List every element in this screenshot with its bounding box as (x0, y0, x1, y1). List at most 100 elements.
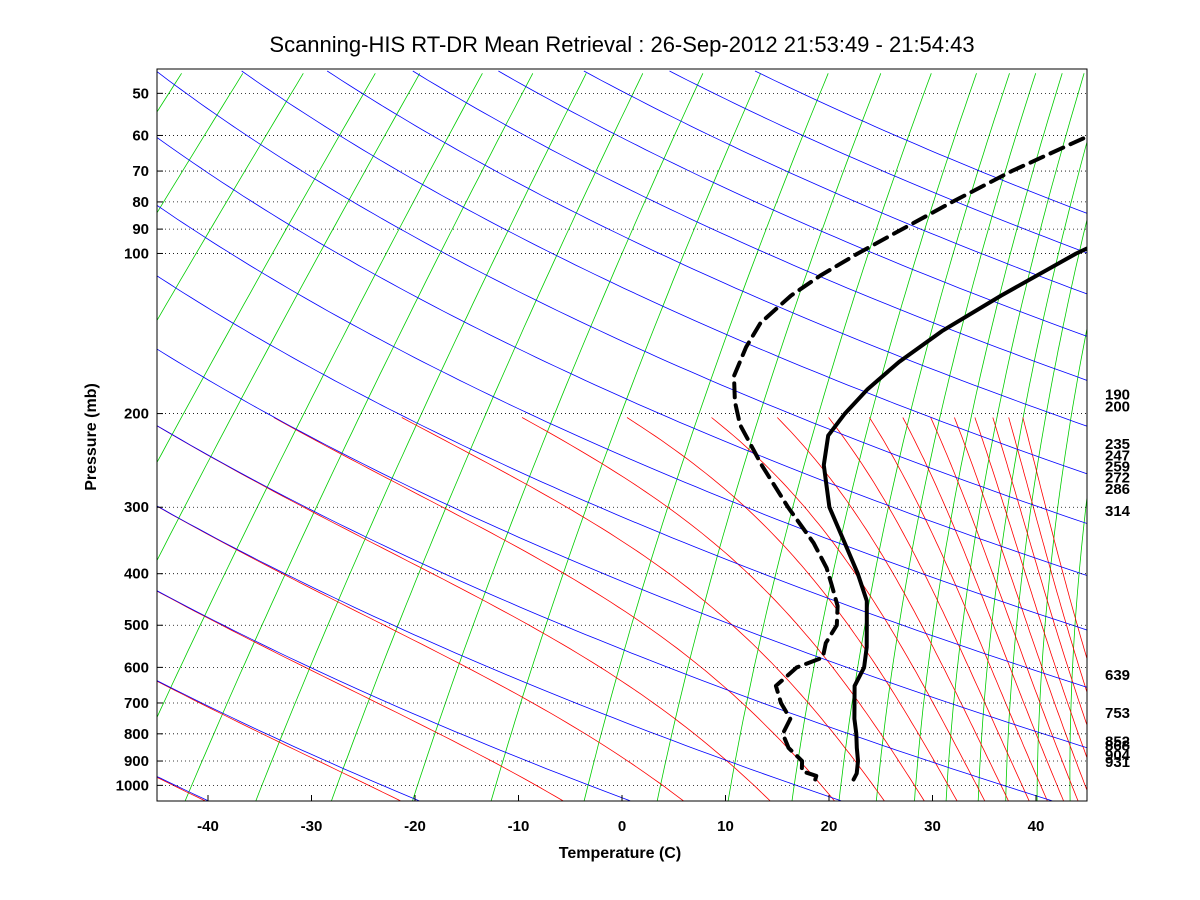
y-axis-label: Pressure (mb) (83, 383, 100, 491)
dry-adiabat-line (669, 70, 1087, 254)
mixing-ratio-line (490, 73, 761, 801)
x-tick-label: 40 (1028, 818, 1045, 835)
plot-area (0, 70, 1087, 801)
dry-adiabat-line (583, 70, 1087, 295)
y-tick-label: 80 (132, 194, 149, 211)
moist-adiabat-line (626, 417, 958, 801)
dry-adiabat-line (754, 70, 1087, 214)
mixing-ratio-line (184, 73, 534, 801)
mixing-ratio-line (1036, 326, 1087, 801)
dry-adiabat-line (412, 70, 1087, 381)
right-level-label: 247 (1105, 447, 1130, 464)
mixing-ratio-lines (0, 73, 1087, 801)
right-level-label: 904 (1105, 747, 1131, 764)
y-tick-label: 200 (124, 406, 149, 423)
moist-adiabat-line (930, 417, 1079, 801)
x-tick-label: 30 (924, 818, 941, 835)
right-level-label: 200 (1105, 399, 1130, 416)
y-tick-label: 70 (132, 163, 149, 180)
moist-adiabat-line (401, 417, 885, 801)
mixing-ratio-line (1005, 217, 1087, 801)
mixing-ratio-line (875, 73, 1037, 801)
mixing-ratio-line (656, 73, 882, 801)
x-tick-label: 10 (717, 818, 734, 835)
right-level-label: 286 (1105, 481, 1130, 498)
temperature-profile-line (821, 246, 1087, 782)
dry-adiabat-line (157, 425, 1053, 801)
moist-adiabat-line (902, 417, 1064, 801)
moist-adiabat-line (157, 425, 771, 801)
x-tick-label: -10 (508, 818, 530, 835)
x-tick-label: -30 (301, 818, 323, 835)
y-tick-label: 50 (132, 85, 149, 102)
right-level-label: 235 (1105, 436, 1130, 453)
mixing-ratio-line (0, 73, 130, 801)
moist-adiabat-lines (157, 417, 1087, 801)
right-level-label: 272 (1105, 470, 1130, 487)
dry-adiabat-line (157, 680, 420, 801)
dry-adiabat-line (157, 204, 1087, 631)
y-tick-label: 900 (124, 753, 149, 770)
right-level-label: 753 (1105, 705, 1130, 722)
mixing-ratio-line (157, 73, 376, 464)
moist-adiabat-line (992, 417, 1087, 727)
plot-frame (156, 68, 1088, 802)
mixing-ratio-line (157, 73, 421, 562)
dry-adiabat-line (157, 137, 1087, 576)
x-tick-label: -20 (404, 818, 426, 835)
mixing-ratio-line (977, 140, 1087, 801)
right-level-label: 639 (1105, 667, 1130, 684)
y-tick-label: 100 (124, 245, 149, 262)
right-level-label: 314 (1105, 503, 1131, 520)
profile-series (732, 134, 1087, 782)
moist-adiabat-line (711, 417, 986, 801)
dry-adiabat-line (498, 70, 1087, 337)
right-level-label: 931 (1105, 754, 1130, 771)
x-tick-label: 20 (821, 818, 838, 835)
y-tick-label: 400 (124, 566, 149, 583)
dry-adiabat-line (157, 590, 631, 801)
dewpoint-profile-line (732, 134, 1087, 782)
pressure-gridlines (157, 92, 1087, 786)
dry-adiabat-line (157, 505, 842, 801)
mixing-ratio-line (157, 73, 304, 322)
moist-adiabat-line (828, 417, 1030, 801)
mixing-ratio-line (157, 73, 244, 214)
x-tick-label: 0 (618, 818, 626, 835)
moist-adiabat-line (954, 417, 1087, 792)
dry-adiabat-lines (157, 70, 1087, 801)
x-axis-ticks: -40 -30 -20 -10 0 10 20 30 40 (197, 795, 1044, 835)
mixing-ratio-line (157, 73, 483, 719)
moist-adiabat-line (157, 680, 401, 801)
dry-adiabat-line (157, 71, 1087, 524)
moist-adiabat-line (1008, 417, 1087, 694)
y-tick-label: 90 (132, 221, 149, 238)
right-level-label: 190 (1105, 387, 1130, 404)
mixing-ratio-line (412, 73, 704, 801)
right-level-label: 259 (1105, 458, 1130, 475)
mixing-ratio-line (914, 73, 1063, 801)
y-axis-ticks: 50 60 70 80 90 100 200 300 400 500 600 700 800 900 100… (116, 85, 163, 794)
dry-adiabat-line (326, 70, 1087, 427)
mixing-ratio-line (331, 73, 644, 801)
moist-adiabat-line (157, 505, 684, 801)
moist-adiabat-line (273, 417, 835, 801)
mixing-ratio-line (255, 73, 587, 801)
y-tick-label: 700 (124, 695, 149, 712)
y-tick-label: 800 (124, 726, 149, 743)
moist-adiabat-line (974, 417, 1087, 759)
dry-adiabat-line (157, 275, 1087, 688)
mixing-ratio-line (945, 73, 1085, 801)
y-tick-label: 300 (124, 499, 149, 516)
moist-adiabat-line (1022, 417, 1087, 661)
x-tick-label: -40 (197, 818, 219, 835)
chart-title: Scanning-HIS RT-DR Mean Retrieval : 26-S… (269, 32, 974, 57)
y-tick-label: 600 (124, 659, 149, 676)
right-level-label: 868 (1105, 738, 1130, 755)
moist-adiabat-line (157, 590, 564, 801)
moist-adiabat-line (521, 417, 925, 801)
moist-adiabat-line (157, 776, 206, 801)
